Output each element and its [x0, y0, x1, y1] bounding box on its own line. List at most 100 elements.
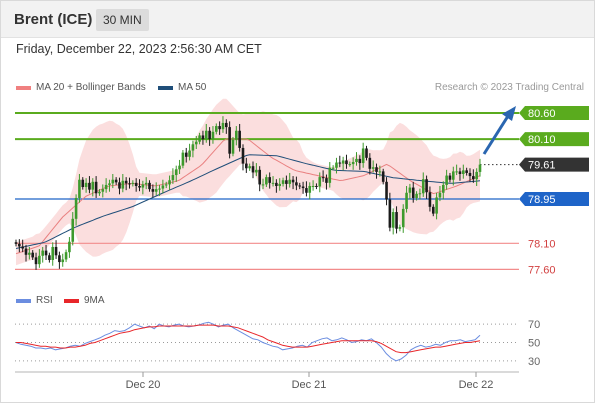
- candle: [48, 252, 51, 263]
- candle-body: [138, 185, 141, 188]
- candle: [285, 175, 288, 190]
- x-tick-label: Dec 22: [459, 379, 494, 391]
- candle-body: [238, 130, 241, 148]
- candle-body: [178, 165, 181, 170]
- candle: [164, 181, 168, 189]
- candle: [441, 181, 445, 200]
- level-tag-78.95: [519, 192, 589, 207]
- candle: [455, 164, 458, 176]
- candle-body: [458, 171, 462, 174]
- candle: [478, 158, 482, 177]
- candle-body: [378, 171, 382, 173]
- candle: [44, 244, 48, 260]
- candle: [265, 174, 268, 188]
- timeframe-badge[interactable]: 30 MIN: [96, 9, 149, 31]
- candle-body: [81, 179, 85, 188]
- candle-body: [121, 180, 125, 189]
- candle: [168, 175, 171, 191]
- candle-body: [465, 170, 468, 173]
- candle-body: [88, 182, 91, 190]
- candle: [278, 178, 282, 191]
- candle-body: [64, 252, 68, 260]
- candle-body: [438, 192, 442, 198]
- candle: [445, 169, 448, 190]
- candle-body: [148, 182, 151, 190]
- support-label-77.60: 77.60: [528, 264, 556, 276]
- candle-body: [191, 144, 195, 151]
- x-tick-label: Dec 20: [126, 379, 161, 391]
- candle: [388, 192, 392, 232]
- candle: [355, 152, 358, 166]
- candle-body: [462, 170, 465, 174]
- candle: [61, 253, 65, 267]
- candle-body: [365, 148, 368, 158]
- candle-body: [358, 158, 362, 164]
- candle: [218, 121, 221, 135]
- candle: [225, 119, 228, 134]
- candle-body: [472, 176, 475, 180]
- level-tag-text-80.10: 80.10: [528, 134, 556, 146]
- candle-body: [181, 152, 185, 166]
- candle: [128, 177, 131, 189]
- level-tag-text-78.95: 78.95: [528, 194, 556, 206]
- candle-body: [211, 131, 215, 140]
- candle-body: [208, 130, 211, 140]
- candle: [98, 189, 101, 196]
- candle-body: [391, 212, 395, 228]
- candle-body: [161, 185, 165, 189]
- candle-body: [445, 175, 448, 185]
- candle: [134, 178, 138, 192]
- candle: [14, 239, 18, 247]
- candle-body: [351, 162, 355, 165]
- candle-body: [84, 182, 88, 188]
- candle: [308, 182, 312, 200]
- candle-body: [255, 169, 258, 173]
- candle: [345, 154, 348, 169]
- candle-body: [214, 126, 218, 132]
- rsi-tick-70: 70: [528, 319, 540, 331]
- candle-body: [268, 177, 271, 183]
- candle-body: [168, 180, 171, 185]
- candle: [81, 177, 85, 190]
- legend-ma50: MA 50: [158, 82, 206, 93]
- candle: [371, 160, 375, 173]
- candle: [174, 165, 178, 182]
- candle-body: [288, 179, 292, 184]
- candle-body: [154, 189, 158, 192]
- candle: [208, 127, 211, 146]
- candle-body: [231, 139, 235, 154]
- candle: [408, 183, 412, 200]
- candle-body: [44, 250, 48, 256]
- candle-body: [18, 243, 21, 247]
- candle-body: [385, 181, 388, 200]
- candle: [211, 126, 215, 144]
- candle: [118, 177, 121, 195]
- candle: [84, 178, 88, 193]
- legend-9ma-label: 9MA: [84, 295, 105, 306]
- level-tag-80.10: [519, 132, 589, 147]
- candle: [111, 174, 115, 189]
- candle-body: [158, 188, 161, 190]
- candle: [295, 176, 298, 191]
- candle: [88, 176, 91, 194]
- candle-body: [308, 185, 312, 193]
- candle-body: [381, 171, 385, 182]
- candle-body: [54, 246, 58, 256]
- candle-body: [38, 255, 41, 265]
- candle-body: [468, 172, 472, 177]
- candle-body: [261, 184, 265, 186]
- candle-body: [318, 177, 322, 187]
- candle-body: [108, 183, 111, 185]
- candle-body: [218, 126, 221, 130]
- candle-body: [68, 241, 71, 253]
- candle-body: [328, 167, 332, 183]
- candle: [231, 137, 235, 157]
- candle-body: [94, 181, 98, 194]
- candle-body: [131, 182, 135, 184]
- candle-body: [335, 162, 338, 168]
- candle: [235, 126, 238, 146]
- candle: [368, 153, 372, 175]
- candle: [288, 172, 292, 188]
- candle-body: [241, 147, 245, 164]
